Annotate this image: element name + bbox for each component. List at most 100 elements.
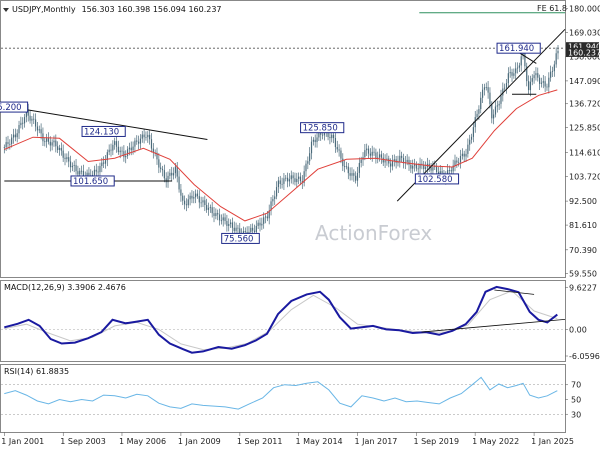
candle-body xyxy=(526,66,528,82)
price-y-tick-label: 92.500 xyxy=(569,197,597,206)
candle-body xyxy=(106,152,108,161)
candle-body xyxy=(229,222,232,225)
candle-body xyxy=(68,157,70,162)
candle-body xyxy=(259,222,261,226)
rsi-panel-frame xyxy=(0,364,566,433)
macd-trendline xyxy=(494,289,535,295)
candle-body xyxy=(69,161,72,168)
candle-body xyxy=(274,196,276,199)
candle-body xyxy=(82,170,85,177)
candle-body xyxy=(253,230,256,232)
candle-body xyxy=(470,136,473,140)
candle-body xyxy=(134,140,136,147)
price-layer: FE 61.8 135.200 124.130 101.650 75.560 125.85… xyxy=(0,4,567,244)
price-y-tick-label: 70.390 xyxy=(569,246,597,255)
price-y-tick-label: 158.060 xyxy=(569,53,600,62)
watermark: ActionForex xyxy=(315,221,432,245)
candle-body xyxy=(18,125,20,134)
candle-body xyxy=(413,164,416,166)
candle-body xyxy=(139,138,142,144)
candle-body xyxy=(145,137,147,139)
candle-body xyxy=(553,64,555,72)
rsi-y-tick-label: 30 xyxy=(571,410,581,419)
candle-body xyxy=(467,144,469,154)
candle-body xyxy=(351,173,353,176)
candle-body xyxy=(228,224,230,226)
candle-body xyxy=(423,164,425,169)
candle-body xyxy=(391,161,394,167)
candle-body xyxy=(331,134,333,139)
candle-body xyxy=(458,162,460,164)
candle-body xyxy=(327,131,329,138)
candle-body xyxy=(161,168,164,171)
candle-body xyxy=(156,152,158,160)
candle-body xyxy=(382,157,384,163)
trendline xyxy=(10,106,208,140)
x-tick-label: 1 May 2022 xyxy=(472,437,519,446)
candle-body xyxy=(255,225,257,232)
candle-body xyxy=(378,154,381,158)
candle-body xyxy=(515,68,517,74)
candle-body xyxy=(408,159,410,165)
x-tick-label: 1 Jan 2001 xyxy=(1,437,44,446)
price-annotation-box xyxy=(496,42,541,54)
candle-body xyxy=(292,175,294,179)
price-y-tick-label: 125.850 xyxy=(569,124,600,133)
price-annotation: 125.850 xyxy=(300,122,345,134)
candle-body xyxy=(487,87,489,93)
price-annotation: 75.560 xyxy=(221,232,260,244)
candle-body xyxy=(321,134,324,136)
chart-title: USDJPY,Monthly 156.303 160.398 156.094 16… xyxy=(3,5,222,14)
candle-body xyxy=(57,146,59,150)
candle-body xyxy=(410,164,412,169)
candle-body xyxy=(463,153,465,157)
x-tick-label: 1 Jan 2017 xyxy=(355,437,398,446)
candle-body xyxy=(206,204,208,210)
candle-body xyxy=(47,138,50,142)
price-annotation: 101.650 xyxy=(70,175,115,187)
candle-body xyxy=(36,126,39,131)
candle-body xyxy=(539,77,541,84)
candle-body xyxy=(314,139,316,143)
candle-body xyxy=(500,95,502,104)
candle-body xyxy=(77,171,79,175)
candle-body xyxy=(417,168,419,170)
candle-body xyxy=(117,146,119,153)
candle-body xyxy=(279,180,281,184)
candle-body xyxy=(469,139,471,145)
candle-body xyxy=(196,193,199,197)
candle-body xyxy=(557,50,559,54)
candle-body xyxy=(252,227,254,231)
candle-body xyxy=(110,149,112,151)
candle-body xyxy=(437,171,440,175)
current-price-box xyxy=(566,42,599,52)
candle-body xyxy=(270,201,272,211)
current-price-tag: 160.237 xyxy=(566,47,600,57)
candle-body xyxy=(75,165,77,172)
candle-body xyxy=(465,153,467,157)
candle-body xyxy=(518,65,520,68)
candle-body xyxy=(480,97,482,110)
candle-body xyxy=(191,195,193,199)
candle-body xyxy=(171,172,173,176)
candle-body xyxy=(347,166,349,174)
candle-body xyxy=(12,134,15,138)
candle-body xyxy=(95,169,97,172)
candle-body xyxy=(494,106,497,115)
candle-body xyxy=(187,199,189,206)
candle-body xyxy=(401,155,403,158)
candle-body xyxy=(172,173,175,176)
candle-body xyxy=(268,210,270,219)
trendline xyxy=(396,28,566,202)
candle-body xyxy=(239,228,241,235)
candle-body xyxy=(51,142,53,146)
candle-body xyxy=(364,150,366,158)
candle-body xyxy=(79,170,81,175)
candle-body xyxy=(55,140,57,147)
candle-body xyxy=(261,223,263,226)
macd-trendline xyxy=(421,318,566,333)
candle-body xyxy=(454,160,456,166)
candle-body xyxy=(220,220,222,222)
current-price-box xyxy=(566,47,599,57)
candle-body xyxy=(38,129,40,131)
